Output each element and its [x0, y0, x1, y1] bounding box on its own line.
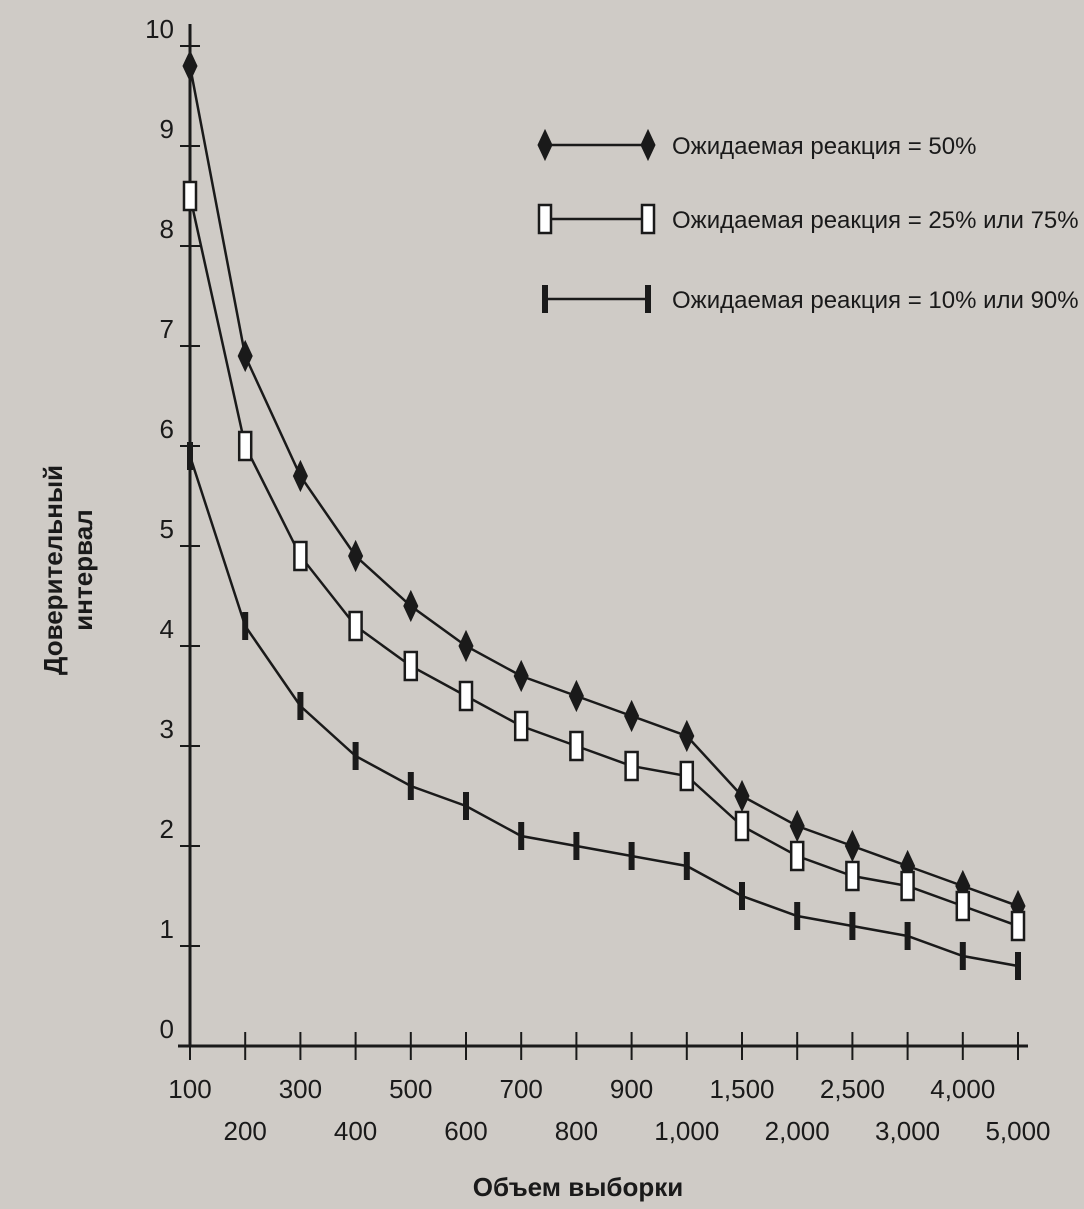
y-tick-label: 2: [160, 814, 174, 844]
x-tick-label: 300: [279, 1074, 322, 1104]
data-point-bar: [352, 742, 359, 770]
data-point-open-rect: [458, 680, 474, 712]
y-tick-label: 1: [160, 914, 174, 944]
series-line: [188, 195, 1019, 928]
data-point-bar: [959, 942, 966, 970]
legend-marker: [640, 203, 656, 235]
x-tick-label: 2,500: [820, 1074, 885, 1104]
data-point-diamond: [568, 679, 584, 713]
data-point-bar: [849, 912, 856, 940]
data-point-diamond: [844, 829, 860, 863]
axes: 0123456789101002003004005006007008009001…: [145, 14, 1050, 1146]
data-point-diamond: [789, 809, 805, 843]
data-point-diamond: [458, 629, 474, 663]
data-point-bar: [1015, 952, 1021, 980]
x-tick-label: 4,000: [930, 1074, 995, 1104]
data-point-bar: [297, 692, 304, 720]
data-point-open-rect: [513, 710, 529, 742]
data-point-bar: [242, 612, 249, 640]
data-point-diamond: [348, 539, 364, 573]
data-point-open-rect: [1010, 910, 1026, 942]
legend-marker: [640, 128, 656, 162]
data-point-diamond: [292, 459, 308, 493]
data-point-bar: [573, 832, 580, 860]
legend-label: Ожидаемая реакция = 10% или 90%: [672, 287, 1079, 314]
data-point-diamond: [624, 699, 640, 733]
series-line: [188, 455, 1019, 968]
data-point-bar: [463, 792, 469, 820]
x-tick-label: 3,000: [875, 1116, 940, 1146]
x-tick-label: 1,000: [654, 1116, 719, 1146]
series-1: [182, 49, 1026, 923]
data-point-bar: [739, 882, 745, 910]
data-point-bar: [904, 922, 911, 950]
data-point-open-rect: [293, 540, 308, 572]
x-tick-label: 600: [444, 1116, 487, 1146]
y-tick-label: 6: [160, 414, 174, 444]
legend-label: Ожидаемая реакция = 25% или 75%: [672, 207, 1079, 234]
data-point-diamond: [403, 589, 419, 623]
x-tick-label: 700: [500, 1074, 543, 1104]
data-point-diamond: [182, 49, 198, 83]
x-tick-label: 1,500: [709, 1074, 774, 1104]
data-point-open-rect: [237, 430, 253, 462]
legend-item: Ожидаемая реакция = 25% или 75%: [537, 203, 1079, 235]
x-tick-label: 2,000: [765, 1116, 830, 1146]
data-point-diamond: [679, 719, 695, 753]
data-point-bar: [794, 902, 801, 930]
x-tick-label: 900: [610, 1074, 653, 1104]
x-tick-label: 100: [168, 1074, 211, 1104]
y-tick-label: 7: [160, 314, 174, 344]
y-tick-label: 0: [160, 1014, 174, 1044]
data-point-open-rect: [403, 650, 419, 682]
legend-label: Ожидаемая реакция = 50%: [672, 133, 976, 160]
x-tick-label: 200: [224, 1116, 267, 1146]
legend-marker: [537, 128, 553, 162]
data-point-open-rect: [789, 840, 805, 872]
data-point-open-rect: [955, 890, 971, 922]
data-point-open-rect: [182, 180, 198, 212]
series-3: [187, 442, 1021, 980]
series-line: [188, 65, 1019, 908]
series-layer: [182, 49, 1026, 980]
data-point-diamond: [237, 339, 253, 373]
x-tick-label: 400: [334, 1116, 377, 1146]
x-tick-label: 5,000: [985, 1116, 1050, 1146]
data-point-bar: [683, 852, 690, 880]
data-point-open-rect: [679, 760, 695, 792]
data-point-bar: [407, 772, 414, 800]
y-axis-title: Доверительный интервал: [38, 465, 98, 675]
data-point-bar: [518, 822, 525, 850]
y-tick-label: 10: [145, 14, 174, 44]
y-axis-title-line-2: интервал: [68, 509, 98, 630]
data-point-open-rect: [569, 730, 584, 762]
data-point-diamond: [734, 779, 750, 813]
data-point-bar: [628, 842, 635, 870]
y-tick-label: 3: [160, 714, 174, 744]
y-tick-label: 5: [160, 514, 174, 544]
y-tick-label: 8: [160, 214, 174, 244]
legend: Ожидаемая реакция = 50% Ожидаемая реакция…: [537, 128, 1079, 314]
data-point-bar: [187, 442, 193, 470]
legend-marker: [542, 285, 548, 313]
legend-item: Ожидаемая реакция = 10% или 90%: [542, 285, 1079, 314]
series-2: [182, 180, 1026, 942]
y-tick-label: 9: [160, 114, 174, 144]
x-tick-label: 800: [555, 1116, 598, 1146]
legend-item: Ожидаемая реакция = 50%: [537, 128, 976, 162]
x-tick-label: 500: [389, 1074, 432, 1104]
legend-marker: [537, 203, 553, 235]
data-point-open-rect: [348, 610, 363, 642]
data-point-open-rect: [734, 810, 750, 842]
data-point-open-rect: [624, 750, 639, 782]
legend-marker: [645, 285, 651, 313]
data-point-open-rect: [845, 860, 860, 892]
y-axis-title-line-1: Доверительный: [38, 465, 68, 675]
x-axis-title: Объем выборки: [473, 1172, 683, 1202]
data-point-open-rect: [900, 870, 915, 902]
data-point-diamond: [513, 659, 529, 693]
y-tick-label: 4: [160, 614, 174, 644]
